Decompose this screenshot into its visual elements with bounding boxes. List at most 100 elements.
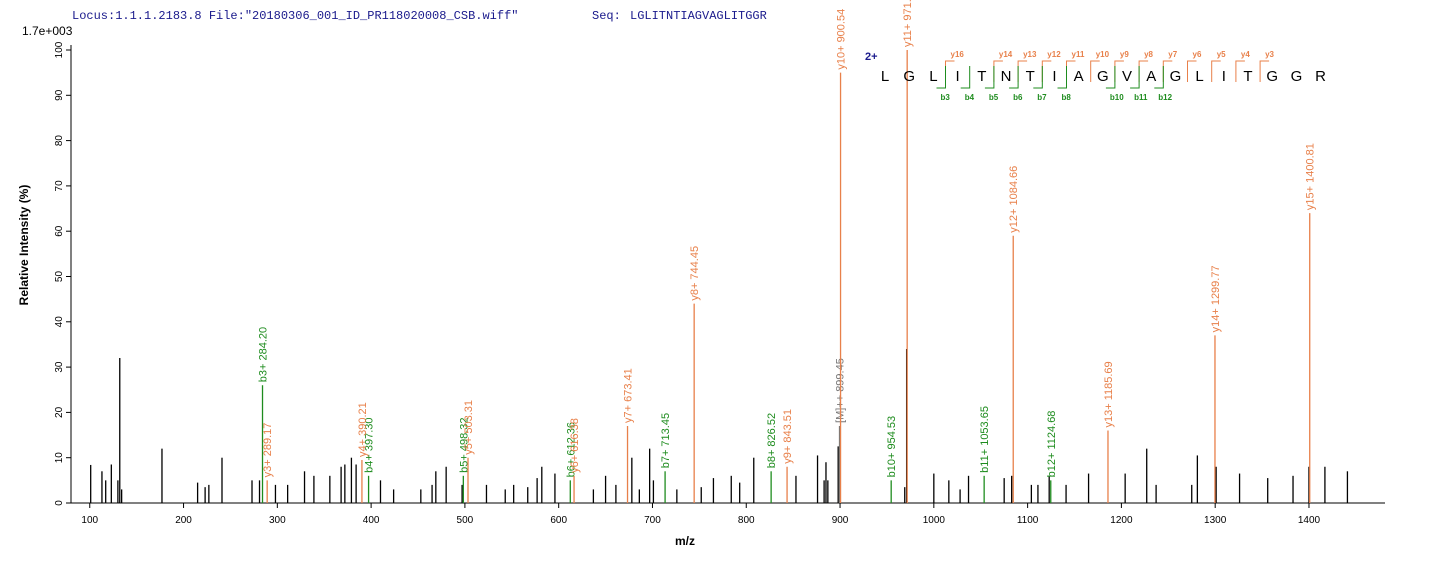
peak-label: b3+ 284.20 [258,327,270,382]
x-tick-label: 600 [550,515,567,526]
residue: I [956,68,960,85]
residue: I [1052,68,1056,85]
y-ion-bracket [1187,60,1197,82]
y-ion-bracket [1041,60,1052,82]
y-tick-label: 40 [54,316,65,328]
y-ion-label: y6 [1193,50,1202,59]
residue: G [1266,68,1278,85]
y-ion-label: y16 [951,50,965,59]
y-ion-label: y11 [1072,50,1085,59]
b-ion-bracket [1154,66,1164,89]
b-ion-label: b8 [1062,93,1072,102]
peak-label: y14+ 1299.77 [1210,265,1222,332]
y-ion-label: y5 [1217,50,1226,59]
peak-label: y11+ 971.58 [902,0,914,47]
b-ion-bracket [936,66,946,89]
x-axis-title: m/z [675,534,695,548]
y-ion-bracket [1235,60,1245,82]
y-tick-label: 0 [54,500,65,506]
peak-label: y6+ 616.38 [569,418,581,473]
b-ion-bracket [984,66,995,89]
b-ion-label: b5 [989,93,999,102]
residue: R [1315,68,1326,85]
y-tick-label: 60 [54,225,65,237]
residue: N [1001,68,1012,85]
residue: V [1122,68,1132,85]
x-tick-label: 900 [832,515,849,526]
b-ion-label: b11 [1134,93,1148,102]
y-ion-label: y12 [1047,50,1061,59]
b-ion-label: b4 [965,93,975,102]
y-ion-bracket [1090,60,1100,82]
x-tick-label: 400 [363,515,380,526]
peak-label: y9+ 843.51 [782,409,794,464]
x-tick-label: 200 [175,515,192,526]
x-tick-label: 500 [457,515,474,526]
residue: L [881,68,889,85]
y-ion-bracket [1211,60,1221,82]
y-ion-label: y8 [1144,50,1153,59]
x-tick-label: 100 [81,515,98,526]
header: Locus:1.1.1.2183.8 File:"20180306_001_ID… [72,9,518,23]
peak-label: b6+ 612.36 [565,422,577,477]
b-ion-label: b10 [1110,93,1124,102]
residue: I [1222,68,1226,85]
peak-label: b10+ 954.53 [886,416,898,477]
y-tick-label: 80 [54,135,65,147]
peak-label: y15+ 1400.81 [1305,143,1317,210]
residue: A [1074,68,1084,85]
b-ion-label: b12 [1158,93,1172,102]
peak-label: b12+ 1124.68 [1046,411,1058,478]
y-tick-label: 20 [54,406,65,418]
scale-label: 1.7e+003 [22,24,73,38]
y-tick-label: 10 [54,452,65,464]
y-ion-label: y10 [1096,50,1110,59]
peak-label: b5+ 498.32 [458,417,470,472]
y-ion-label: y4 [1241,50,1250,59]
residue: G [1291,68,1303,85]
residue: G [903,68,915,85]
peak-label: b4+ 397.30 [364,417,376,472]
b-ion-bracket [1057,66,1067,89]
x-tick-label: 800 [738,515,755,526]
x-tick-label: 1400 [1298,515,1321,526]
x-tick-label: 1200 [1110,515,1133,526]
peak-label: y12+ 1084.66 [1008,166,1020,233]
residue: A [1146,68,1156,85]
y-tick-label: 100 [54,41,65,58]
b-ion-bracket [1130,66,1140,89]
peak-label: b8+ 826.52 [766,413,778,468]
residue: G [1097,68,1109,85]
b-ion-bracket [1033,66,1043,89]
residue: T [977,68,986,85]
x-tick-label: 700 [644,515,661,526]
y-tick-label: 90 [54,89,65,101]
peak-label: y10+ 900.54 [836,9,848,70]
x-tick-label: 300 [269,515,286,526]
sequence: LGLITNTIAGVAGLITGGR [630,9,767,23]
y-tick-label: 70 [54,180,65,192]
y-ion-label: y7 [1168,50,1177,59]
y-ion-bracket [945,60,955,82]
residue: G [1170,68,1182,85]
b-ion-bracket [960,66,971,89]
x-tick-label: 1000 [923,515,946,526]
residue: L [1195,68,1203,85]
y-tick-label: 30 [54,361,65,373]
y-ion-label: y14 [999,50,1013,59]
residue: T [1243,68,1252,85]
b-ion-bracket [1105,66,1116,89]
x-tick-label: 1100 [1017,515,1039,526]
residue: T [1026,68,1035,85]
b-ion-bracket [1009,66,1019,89]
charge-label: 2+ [865,51,878,63]
y-axis-title: Relative Intensity (%) [17,185,31,306]
peak-label: y3+ 289.17 [262,423,274,478]
x-tick-label: 1300 [1204,515,1227,526]
peak-label: y13+ 1185.69 [1103,361,1115,427]
b-ion-label: b6 [1013,93,1023,102]
peak-label: y5+ 503.31 [463,400,475,455]
y-ion-label: y3 [1265,50,1274,59]
peak-label: b7+ 713.45 [660,413,672,468]
